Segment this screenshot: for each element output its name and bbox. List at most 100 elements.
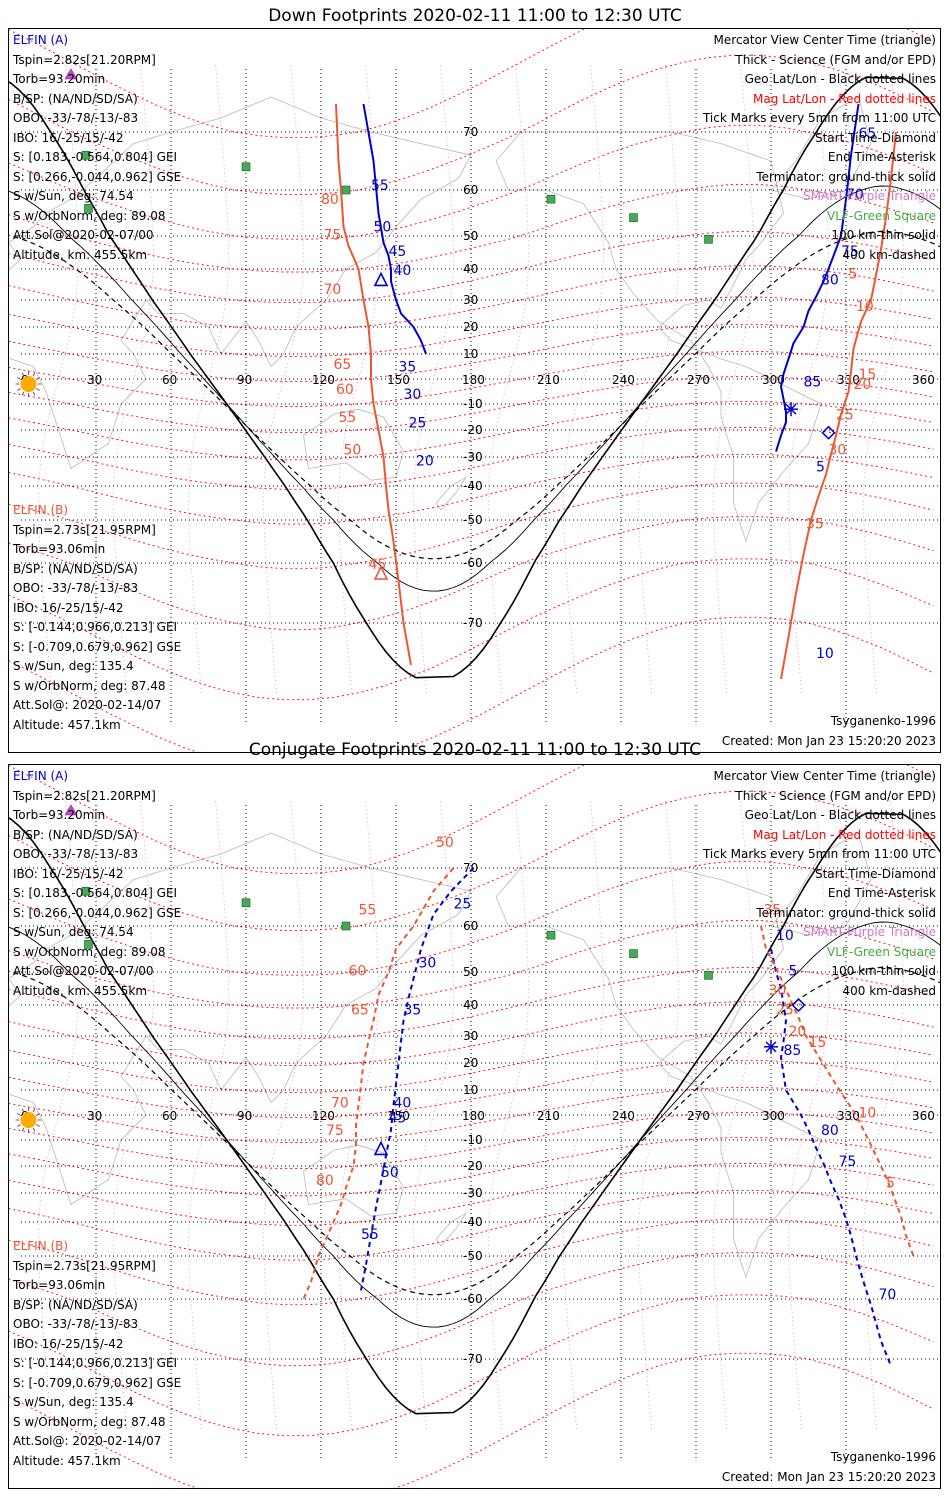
elfin-a-info-line: B/SP: (NA/ND/SD/SA)	[13, 91, 138, 106]
elfin-a-tick-label: 55	[361, 1227, 379, 1243]
lat-tick-label: 40	[463, 262, 478, 276]
model-label: Tsyganenko-1996	[830, 714, 936, 728]
lon-tick-label: 330	[837, 373, 860, 387]
start-diamond-marker	[791, 997, 806, 1013]
elfin-a-tick-label: 10	[816, 646, 834, 662]
elfin-b-info-line: Tspin=2.73s[21.95RPM]	[13, 522, 156, 537]
elfin-b-tick-label: 65	[351, 1002, 369, 1018]
lat-tick-label: 20	[463, 1056, 478, 1070]
mag-parallel	[9, 376, 934, 434]
legend-item: 100 km-thin solid	[831, 228, 936, 242]
elfin-a-tick-label: 40	[394, 1096, 412, 1112]
elfin-a-tick-label: 20	[416, 454, 434, 470]
lat-tick-label: 70	[463, 125, 478, 139]
elfin-a-tick-label: 85	[784, 1043, 802, 1059]
legend-item: Thick - Science (FGM and/or EPD)	[735, 788, 936, 803]
mag-meridian	[38, 797, 79, 1430]
mag-parallel	[9, 1163, 934, 1226]
elfin-b-track-segment	[780, 131, 897, 680]
lat-tick-label: -10	[463, 1133, 483, 1147]
sun-icon	[15, 371, 42, 397]
elfin-a-info-line: OBO: -33/-78/-13/-83	[13, 111, 139, 125]
mag-parallel	[9, 1059, 934, 1118]
legend-item: Start Time-Diamond	[814, 130, 936, 145]
lat-tick-label: 70	[463, 861, 478, 875]
elfin-b-tick-label: 25	[836, 408, 854, 424]
legend-item: Tick Marks every 5min from 11:00 UTC	[702, 847, 936, 861]
lat-tick-label: -40	[463, 479, 483, 493]
elfin-a-info-line: IBO: 16/-25/15/-42	[13, 130, 124, 145]
elfin-a-info-line: Att.Sol@2020-02-07/00	[13, 964, 154, 978]
elfin-a-info-line: S w/Sun, deg: 74.54	[13, 189, 134, 203]
lat-tick-label: -30	[463, 450, 483, 464]
lat-tick-label: 50	[463, 965, 478, 979]
smart-site-marker	[64, 68, 78, 80]
mag-parallel	[9, 790, 934, 931]
elfin-a-tick-label: 45	[389, 1111, 407, 1127]
lon-tick-label: 90	[237, 373, 252, 387]
elfin-a-info-line: Altitude, km: 455.5km	[13, 247, 148, 262]
elfin-a-tick-label: 10	[776, 928, 794, 944]
elfin-b-info-line: S: [-0.709,0.679,0.962] GSE	[13, 639, 182, 654]
elfin-a-info-line: S: [0.183,-0.564,0.804] GEI	[13, 150, 178, 164]
map-legend: Mercator View Center Time (triangle) Thic…	[703, 31, 936, 265]
created-timestamp: Created: Mon Jan 23 15:20:20 2023	[721, 1470, 936, 1484]
mag-parallel	[9, 1001, 934, 1067]
vlf-site-marker	[241, 162, 251, 172]
elfin-a-tick-label: 30	[419, 955, 437, 971]
lat-tick-label: -60	[463, 556, 483, 570]
model-label: Tsyganenko-1996	[830, 1450, 936, 1464]
lon-tick-label: 270	[687, 373, 710, 387]
elfin-b-info-line: Tspin=2.73s[21.95RPM]	[13, 1258, 156, 1273]
mag-meridian	[713, 61, 754, 694]
elfin-a-tick-label: 25	[454, 897, 472, 913]
terminator-ground	[9, 76, 940, 679]
terminator-400km	[9, 230, 940, 560]
lon-tick-label: 270	[687, 1109, 710, 1123]
mag-grid	[9, 29, 934, 752]
elfin-b-info-line: Att.Sol@: 2020-02-14/07	[13, 698, 162, 712]
elfin-a-tick-label: 40	[394, 263, 412, 279]
mag-meridian	[113, 61, 154, 694]
elfin-a-tick-label: 80	[821, 273, 839, 289]
elfin-a-tick-label: 50	[381, 1165, 399, 1181]
elfin-b-info: ELFIN (B) Tspin=2.73s[21.95RPM] Torb=93.06…	[13, 1237, 181, 1471]
mag-parallel	[9, 860, 934, 976]
landmass-outline	[303, 408, 404, 481]
mag-meridian	[563, 61, 604, 694]
elfin-a-info-line: B/SP: (NA/ND/SD/SA)	[13, 827, 138, 842]
lon-tick-label: 300	[762, 1109, 785, 1123]
lat-tick-label: 60	[463, 919, 478, 933]
end-asterisk-marker	[784, 402, 798, 417]
lat-tick-label: -70	[463, 616, 483, 630]
mag-meridian	[563, 797, 604, 1430]
vlf-site-marker	[629, 949, 638, 958]
mag-grid	[9, 765, 934, 1488]
lat-tick-label: 10	[463, 1083, 478, 1097]
elfin-a-info-line: Tspin=2.82s[21.20RPM]	[13, 52, 156, 67]
elfin-b-tick-label: 65	[334, 357, 352, 373]
panel-title-conjugate: Conjugate Footprints 2020-02-11 11:00 to…	[248, 740, 702, 760]
mag-meridian	[488, 797, 529, 1430]
center-time-triangle-a	[373, 271, 389, 287]
elfin-b-tick-label: 70	[331, 1096, 349, 1112]
elfin-a-track	[360, 867, 475, 1291]
mag-parallel	[9, 1218, 934, 1306]
map-panel-down: 0306090120150180210240270300330360706050…	[8, 28, 941, 753]
sun-icon	[15, 1107, 42, 1133]
lon-tick-label: 240	[612, 1109, 635, 1123]
elfin-b-info-line: IBO: 16/-25/15/-42	[13, 600, 124, 615]
lon-tick-label: 60	[162, 1109, 177, 1123]
elfin-b-info-line: Altitude: 457.1km	[13, 717, 121, 732]
elfin-b-tick-label: 75	[324, 227, 342, 243]
elfin-a-tick-label: 75	[841, 244, 859, 260]
lon-tick-label: 150	[387, 373, 410, 387]
elfin-b-tick-label: 5	[849, 266, 858, 282]
mag-parallel	[9, 1294, 934, 1437]
elfin-b-tick-label: 10	[856, 299, 874, 315]
elfin-a-info-line: Torb=93.20min	[13, 72, 106, 86]
legend-item: Mag Lat/Lon - Red dotted lines	[752, 91, 936, 106]
vlf-site-marker	[84, 940, 93, 949]
lon-tick-label: 180	[462, 373, 485, 387]
elfin-a-info-line: S: [0.266,-0.044,0.962] GSE	[13, 905, 182, 920]
